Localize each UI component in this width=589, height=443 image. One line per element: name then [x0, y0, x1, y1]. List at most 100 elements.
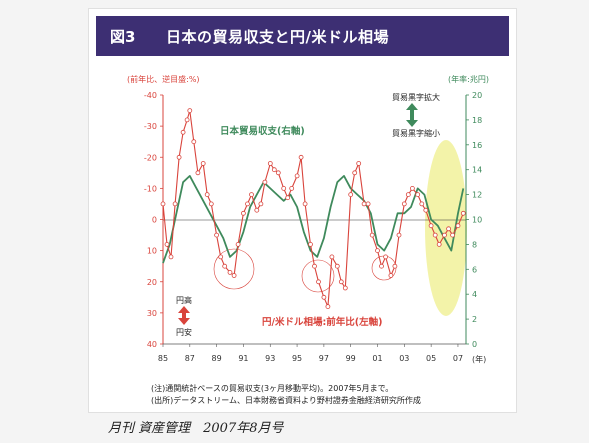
left-tick-label: 30	[147, 309, 157, 318]
fx-point	[316, 279, 321, 285]
fx-point	[436, 241, 442, 247]
fx-point	[405, 192, 411, 198]
figure-header: 図3 日本の貿易収支と円/米ドル相場	[96, 16, 509, 56]
fx-point	[302, 201, 308, 207]
left-tick-label: 0	[152, 216, 157, 225]
highlight-ellipse	[425, 140, 467, 316]
fx-point	[329, 254, 335, 260]
fx-point	[401, 201, 407, 207]
fx-point	[184, 117, 190, 123]
yen-down-label: 円安	[176, 327, 192, 337]
red-double-arrow-icon	[178, 306, 190, 325]
right-tick-label: 18	[472, 116, 482, 125]
fx-point	[428, 223, 434, 229]
trough-circle	[301, 259, 335, 293]
right-tick-label: 6	[472, 265, 477, 274]
x-tick-label: 85	[158, 354, 168, 363]
x-axis-unit: (年)	[472, 354, 486, 364]
fx-point	[281, 185, 287, 191]
right-tick-label: 10	[472, 216, 482, 225]
fx-point	[352, 170, 358, 176]
x-tick-label: 01	[372, 354, 382, 363]
fx-point	[240, 210, 246, 216]
fx-point	[334, 263, 340, 269]
note-line-1: (注)通関統計ベースの貿易収支(3ヶ月移動平均)。2007年5月まで。	[151, 384, 394, 393]
left-tick-label: 10	[147, 247, 157, 256]
right-tick-label: 8	[472, 240, 477, 249]
fx-point	[168, 254, 174, 260]
fx-point	[195, 170, 201, 176]
fx-point	[176, 154, 182, 160]
x-tick-label: 97	[319, 354, 329, 363]
fx-point	[432, 232, 438, 238]
fx-point	[222, 263, 228, 269]
left-axis-label: (前年比、逆目盛:%)	[127, 74, 200, 84]
fx-point	[392, 263, 398, 269]
trough-circle	[213, 248, 255, 290]
fx-point	[218, 254, 224, 260]
trade-balance-line	[162, 175, 465, 264]
fx-point	[249, 192, 254, 198]
fx-point	[204, 192, 210, 198]
right-axis-label: (年率:兆円)	[448, 74, 489, 84]
fx-point	[312, 263, 317, 269]
x-tick-label: 03	[399, 354, 409, 363]
figure-title: 日本の貿易収支と円/米ドル相場	[166, 28, 389, 46]
right-tick-label: 2	[472, 315, 477, 324]
figure-number: 図3	[110, 28, 136, 46]
fx-point	[275, 170, 281, 176]
fx-point	[180, 129, 186, 135]
fx-point	[214, 232, 220, 238]
fx-point	[254, 207, 260, 213]
fx-series-label: 円/米ドル相場:前年比(左軸)	[262, 316, 382, 328]
fx-point	[450, 232, 456, 238]
fx-point	[361, 201, 367, 207]
right-tick-label: 20	[472, 91, 482, 100]
right-tick-label: 14	[472, 166, 482, 175]
fx-point	[415, 192, 421, 198]
fx-point	[164, 241, 170, 247]
fx-point	[460, 210, 466, 216]
fx-point	[267, 161, 273, 166]
left-tick-label: 20	[147, 278, 157, 287]
fx-point	[289, 185, 295, 191]
fx-point	[262, 179, 268, 185]
yen-up-label: 円高	[176, 295, 192, 305]
fx-point	[258, 201, 264, 207]
left-tick-label: 40	[147, 340, 157, 349]
left-tick-label: -20	[144, 153, 157, 162]
right-tick-label: 0	[472, 340, 477, 349]
fx-point	[308, 241, 313, 247]
x-tick-label: 93	[265, 354, 275, 363]
left-tick-label: -40	[144, 91, 157, 100]
green-double-arrow-icon	[406, 103, 418, 127]
fx-point	[235, 241, 241, 247]
fx-point	[388, 273, 394, 278]
x-tick-label: 05	[426, 354, 436, 363]
fx-point	[375, 248, 380, 254]
right-tick-label: 4	[472, 290, 477, 299]
fx-point	[348, 192, 354, 198]
fx-point	[200, 161, 206, 166]
fx-point	[227, 269, 233, 275]
fx-point	[338, 279, 344, 285]
fx-point	[442, 232, 447, 238]
fx-point	[245, 201, 250, 207]
fx-point	[419, 201, 425, 207]
x-tick-label: 99	[346, 354, 356, 363]
x-axis-ticks: 85 87 89 91 93 95 97 99 01 03 05 07	[158, 344, 463, 363]
fx-point	[191, 139, 197, 145]
fx-point	[342, 285, 348, 291]
x-tick-label: 07	[453, 354, 463, 363]
x-tick-label: 87	[185, 354, 195, 363]
x-tick-label: 95	[292, 354, 302, 363]
right-tick-label: 12	[472, 191, 482, 200]
trade-series-label: 日本貿易収支(右軸)	[220, 125, 305, 137]
fx-point	[409, 185, 415, 191]
fx-point	[285, 195, 291, 201]
fx-point	[356, 161, 362, 166]
fx-point	[455, 223, 461, 229]
right-tick-label: 16	[472, 141, 482, 150]
